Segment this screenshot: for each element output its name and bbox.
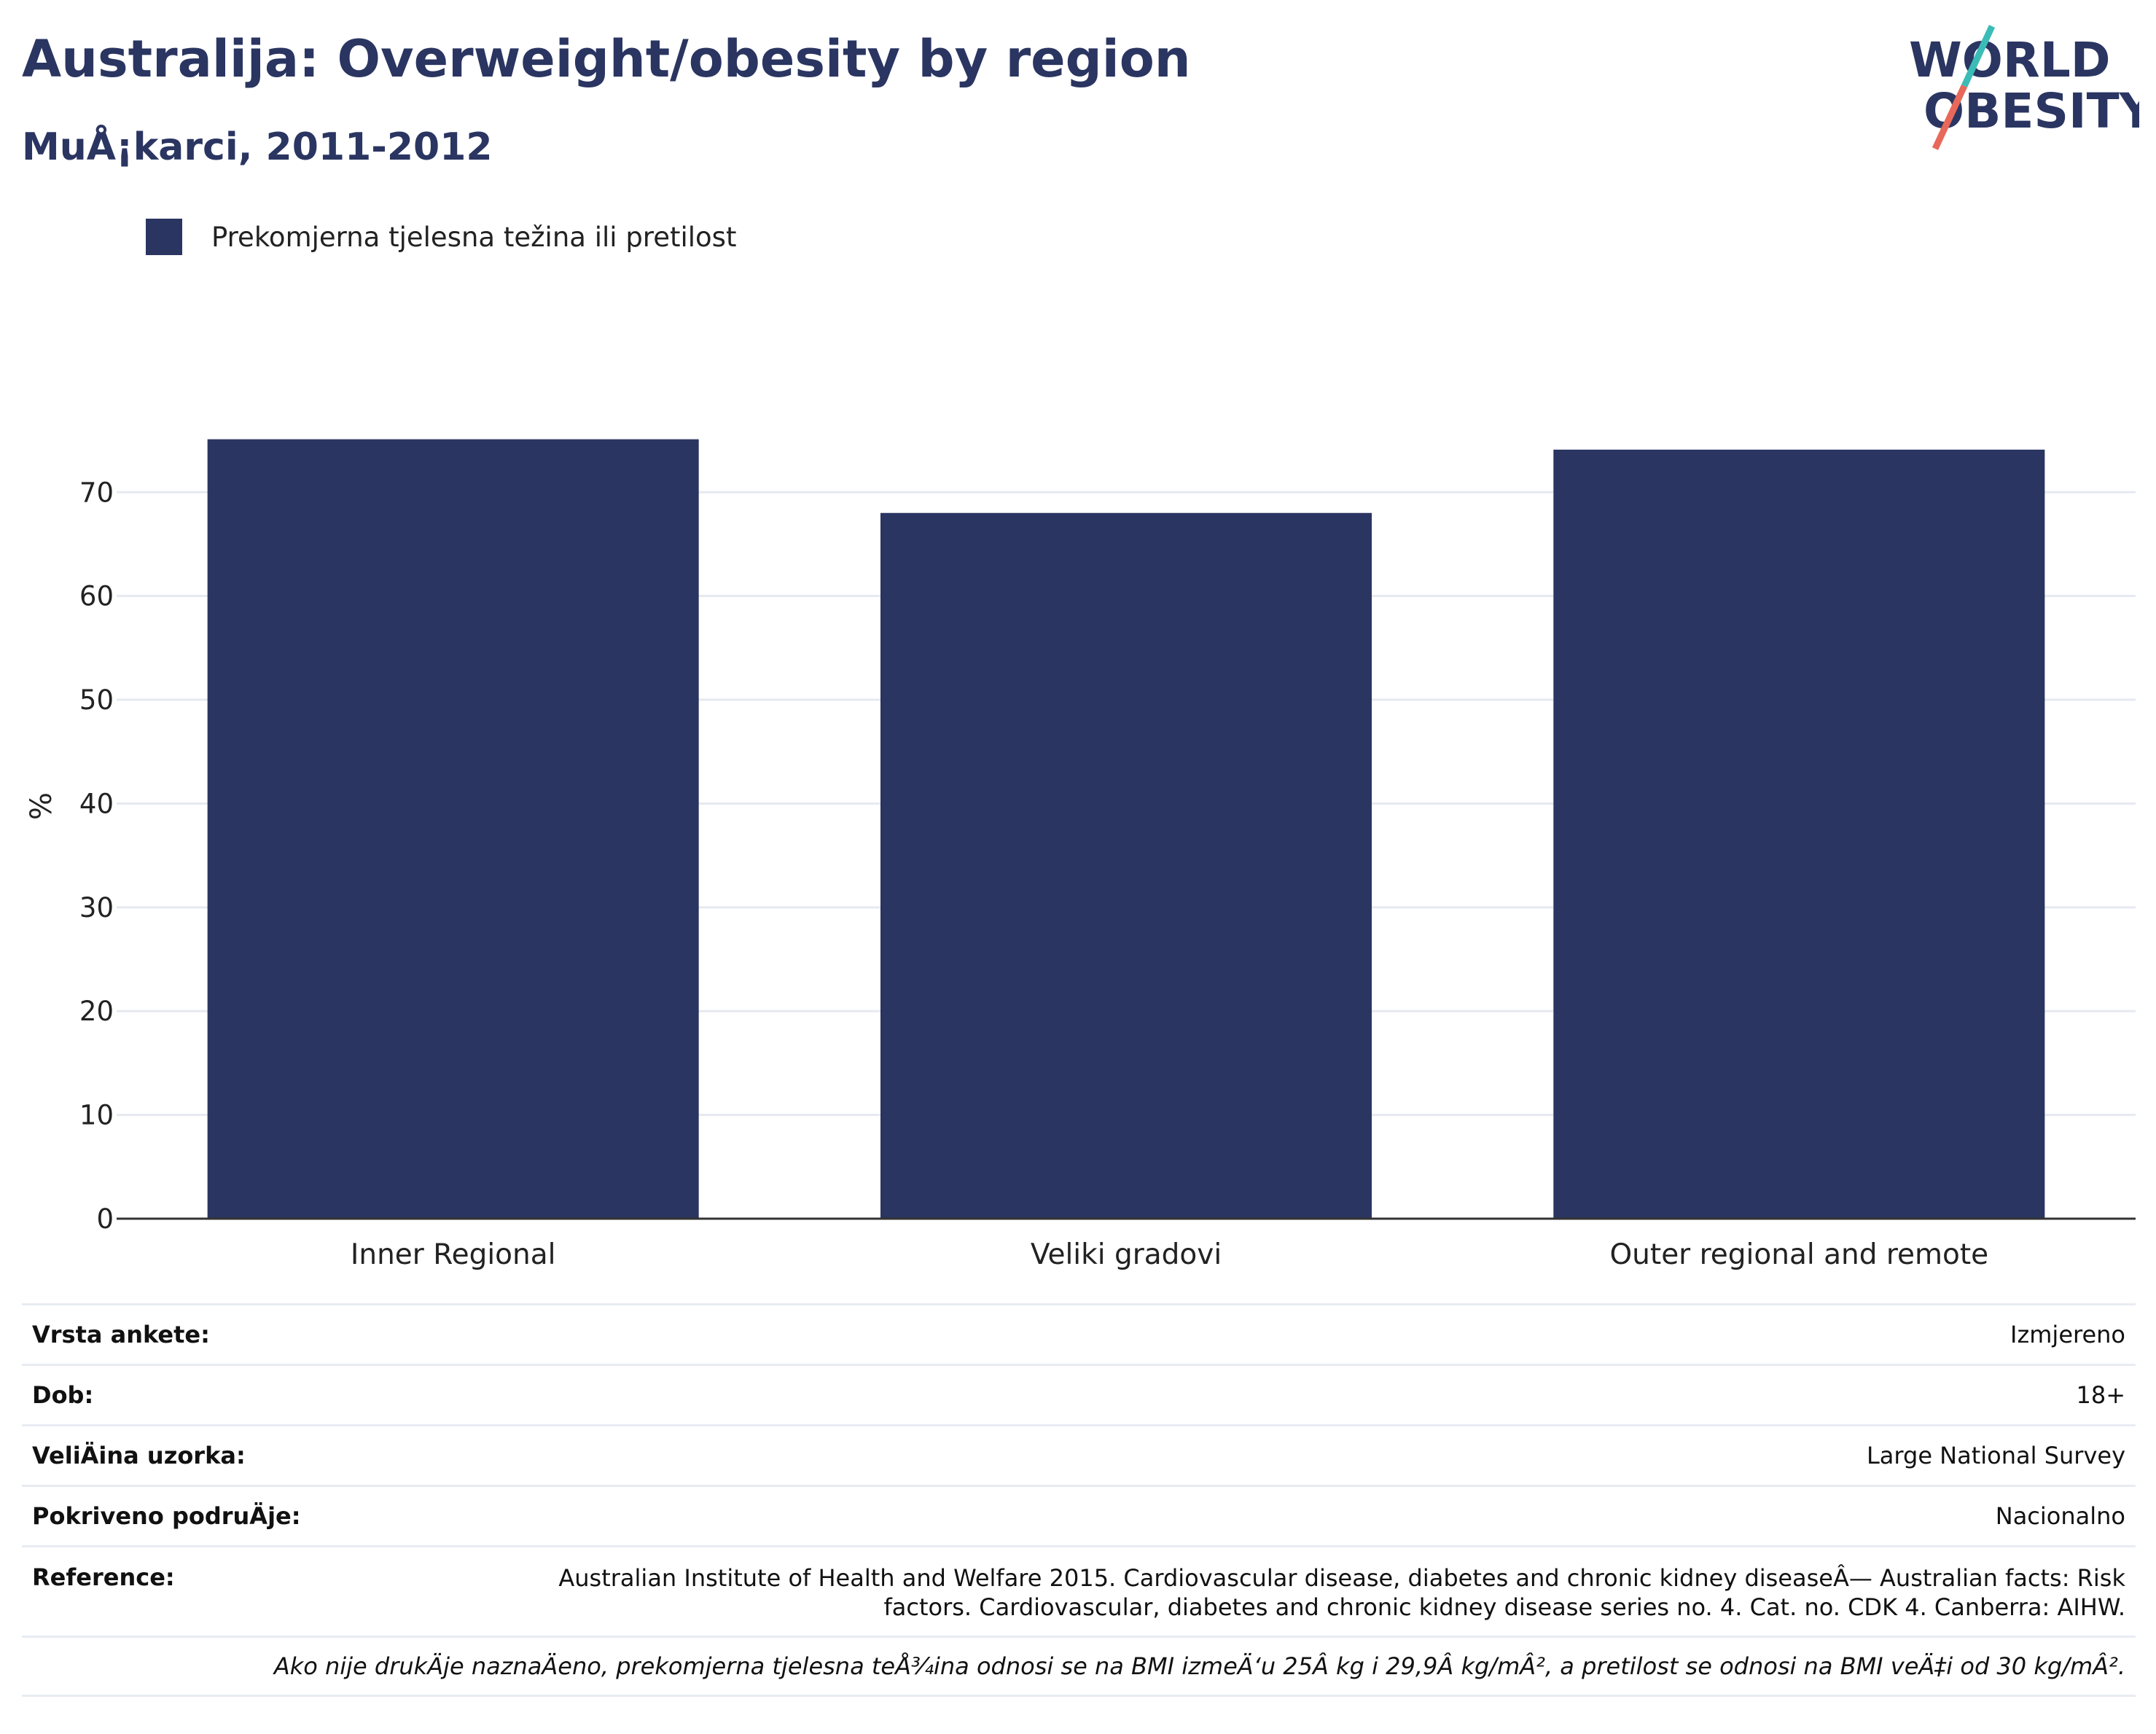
definition-note: Ako nije drukÄ je naznaÄ eno, prekomjern… bbox=[32, 1652, 2125, 1680]
x-tick-label: Inner Regional bbox=[351, 1238, 556, 1271]
metadata-value: 18+ bbox=[2076, 1381, 2125, 1409]
metadata-row-age: Dob: 18+ bbox=[22, 1364, 2136, 1424]
metadata-row-reference: Reference: Australian Institute of Healt… bbox=[22, 1545, 2136, 1636]
reference-text: Australian Institute of Health and Welfa… bbox=[558, 1563, 2125, 1622]
y-tick-label: 10 bbox=[79, 1100, 114, 1131]
metadata-label: Vrsta ankete: bbox=[32, 1321, 210, 1348]
metadata-label: VeliÄ ina uzorka: bbox=[32, 1442, 246, 1469]
metadata-label: Pokriveno podruÄ je: bbox=[32, 1502, 301, 1530]
metadata-label: Reference: bbox=[32, 1563, 175, 1591]
metadata-value: Nacionalno bbox=[1996, 1502, 2125, 1530]
y-axis-title: % bbox=[25, 792, 58, 820]
metadata-row-note: Ako nije drukÄ je naznaÄ eno, prekomjern… bbox=[22, 1636, 2136, 1697]
bar bbox=[208, 440, 699, 1219]
y-tick-label: 20 bbox=[79, 996, 114, 1027]
metadata-row-area-covered: Pokriveno podruÄ je: Nacionalno bbox=[22, 1485, 2136, 1545]
bar bbox=[880, 513, 1372, 1219]
y-tick-label: 60 bbox=[79, 581, 114, 612]
y-tick-label: 50 bbox=[79, 684, 114, 716]
bar bbox=[1553, 450, 2044, 1219]
x-tick-label: Outer regional and remote bbox=[1609, 1238, 1988, 1271]
y-tick-label: 40 bbox=[79, 788, 114, 819]
metadata-value: Izmjereno bbox=[2010, 1321, 2125, 1348]
metadata-label: Dob: bbox=[32, 1381, 93, 1409]
x-tick-label: Veliki gradovi bbox=[1031, 1238, 1222, 1271]
y-tick-label: 0 bbox=[96, 1203, 114, 1235]
metadata-row-survey-type: Vrsta ankete: Izmjereno bbox=[22, 1303, 2136, 1364]
y-tick-label: 30 bbox=[79, 892, 114, 923]
metadata-table: Vrsta ankete: Izmjereno Dob: 18+ VeliÄ i… bbox=[22, 1303, 2136, 1697]
bar-chart: 0 10 20 30 40 50 60 70% Inner Regional Veliki gra… bbox=[0, 0, 2156, 1297]
y-tick-label: 70 bbox=[79, 477, 114, 508]
metadata-row-sample-size: VeliÄ ina uzorka: Large National Survey bbox=[22, 1424, 2136, 1485]
metadata-value: Large National Survey bbox=[1867, 1442, 2125, 1469]
